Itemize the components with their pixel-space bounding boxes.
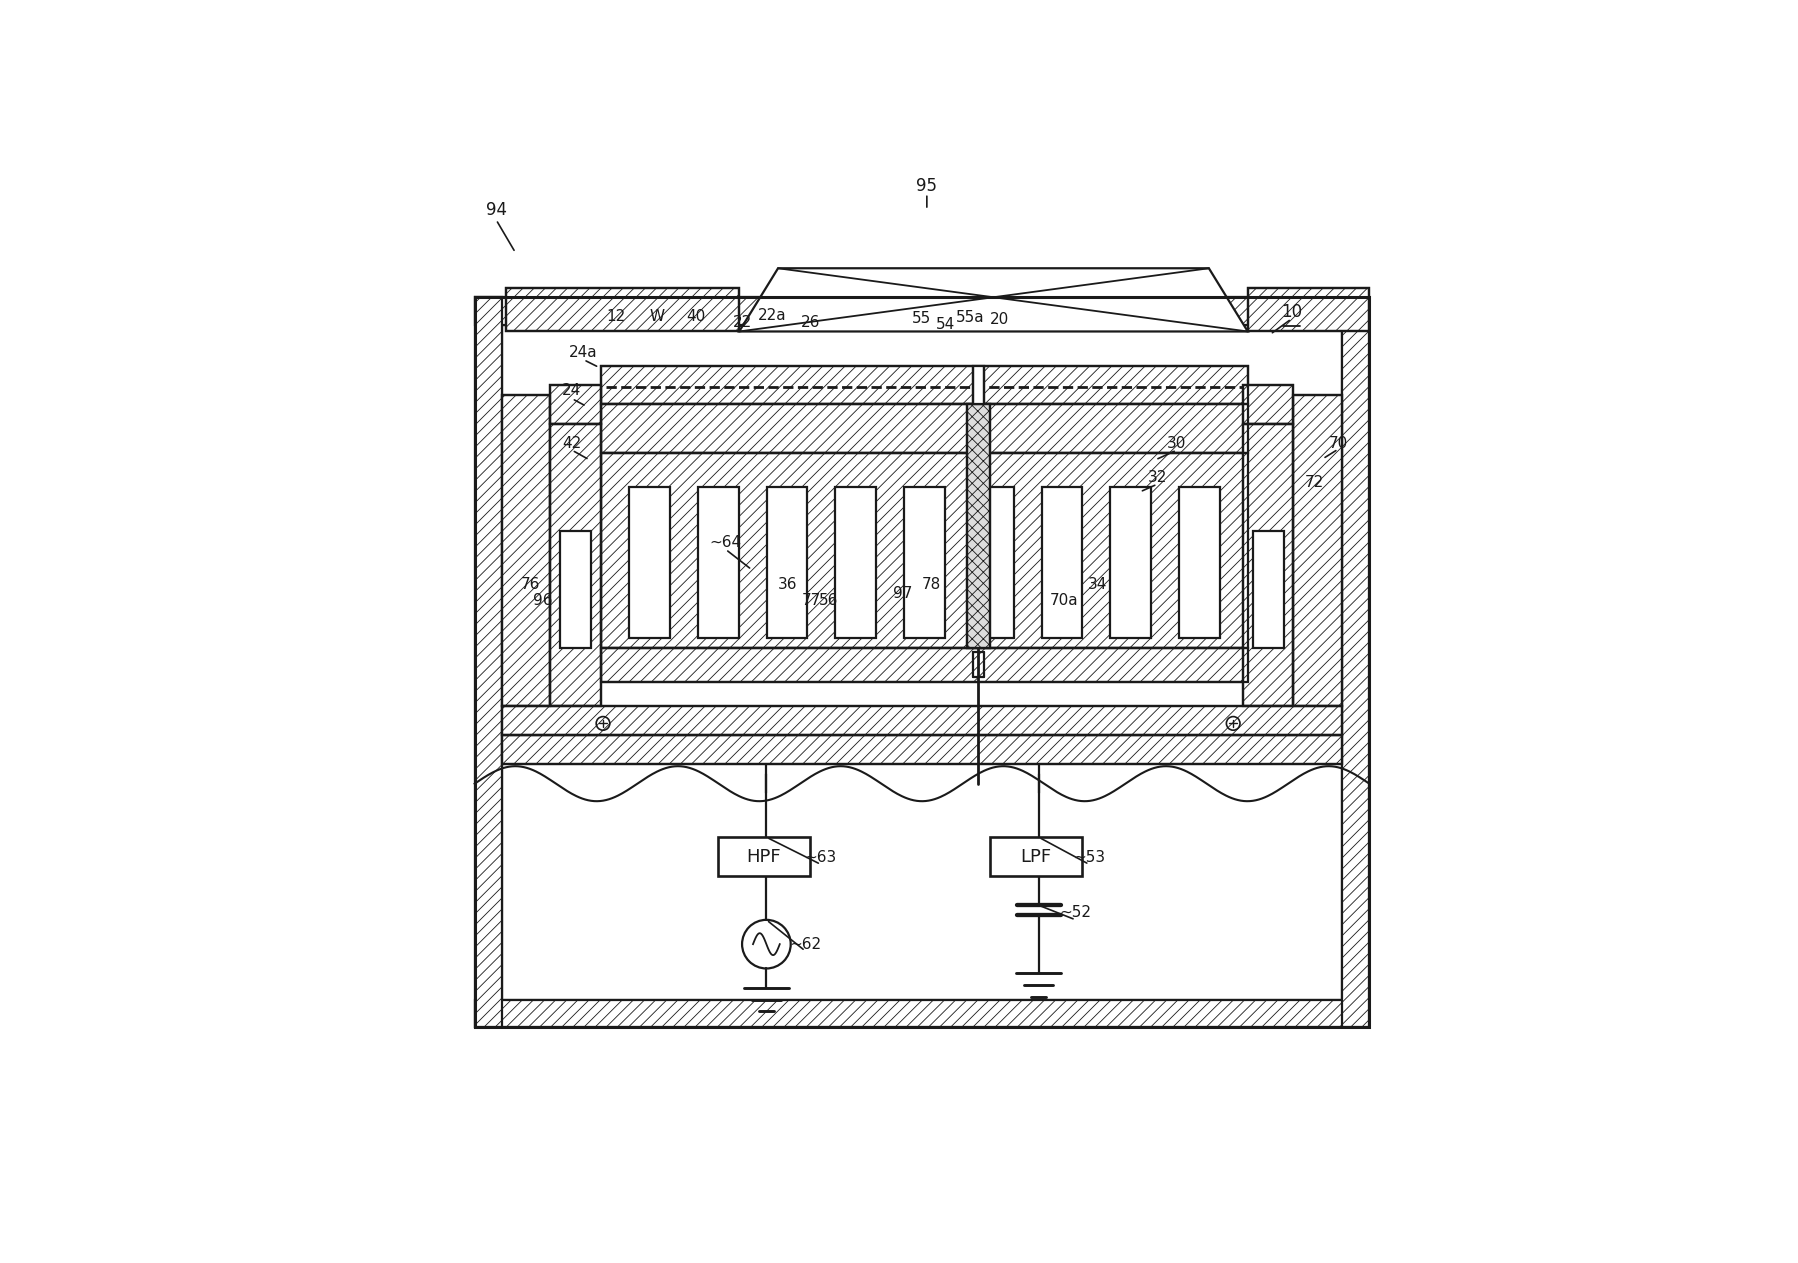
Bar [550, 385, 601, 424]
Text: 34: 34 [1086, 577, 1106, 592]
Text: 95: 95 [915, 177, 937, 195]
Text: 78: 78 [922, 577, 940, 592]
Bar [502, 706, 1341, 735]
Bar [1242, 424, 1293, 706]
Bar [1178, 488, 1219, 638]
Bar [973, 488, 1012, 638]
Text: 55a: 55a [957, 311, 984, 326]
Text: 77: 77 [802, 594, 820, 609]
Bar [502, 735, 1341, 764]
Bar [601, 453, 1248, 648]
Text: 20: 20 [989, 312, 1009, 327]
Bar [1248, 288, 1368, 331]
Text: 72: 72 [1304, 475, 1323, 490]
Bar [475, 298, 1368, 1027]
Text: 24a: 24a [568, 345, 597, 360]
Text: ~62: ~62 [789, 937, 822, 951]
Text: 70: 70 [1329, 436, 1347, 451]
Text: ~64: ~64 [708, 536, 741, 549]
Bar [550, 385, 601, 424]
Bar [904, 488, 944, 638]
Text: ~63: ~63 [804, 850, 836, 865]
Text: 10: 10 [1280, 303, 1302, 321]
Text: 40: 40 [685, 309, 705, 325]
Bar [629, 488, 669, 638]
Bar [1293, 394, 1341, 706]
Text: 22a: 22a [757, 308, 786, 323]
Bar [601, 648, 1248, 682]
Bar [1242, 385, 1293, 424]
Bar [1041, 488, 1082, 638]
Bar [1242, 385, 1293, 424]
Bar [601, 365, 1248, 404]
Text: 55: 55 [912, 312, 931, 326]
Text: 54: 54 [935, 317, 955, 332]
Bar [505, 288, 739, 331]
Bar [989, 837, 1082, 877]
Text: 12: 12 [606, 309, 626, 325]
Bar [1248, 288, 1368, 331]
Polygon shape [739, 268, 1248, 331]
Bar [1341, 298, 1368, 1027]
Text: 42: 42 [563, 436, 581, 451]
Bar [505, 288, 739, 331]
Text: 32: 32 [1147, 470, 1167, 485]
Text: 30: 30 [1167, 436, 1187, 451]
Bar [559, 530, 592, 648]
Text: 56: 56 [818, 594, 838, 609]
Bar [1251, 530, 1284, 648]
Bar [834, 488, 876, 638]
Bar [475, 298, 1368, 325]
Bar [601, 365, 1248, 404]
Text: ~52: ~52 [1059, 904, 1091, 919]
Bar [1242, 424, 1293, 706]
Bar [550, 424, 601, 706]
Bar [601, 648, 1248, 682]
Text: 36: 36 [777, 577, 797, 592]
Bar [973, 365, 984, 404]
Bar [550, 424, 601, 706]
Bar [502, 735, 1341, 764]
Text: 26: 26 [800, 316, 820, 330]
Text: W: W [649, 309, 665, 325]
Bar [502, 394, 550, 706]
Bar [502, 394, 550, 706]
Text: 94: 94 [485, 201, 507, 218]
Bar [502, 325, 1341, 999]
Text: HPF: HPF [746, 847, 780, 865]
Text: 76: 76 [520, 577, 539, 592]
Bar [601, 404, 1248, 453]
Bar [717, 837, 809, 877]
Bar [766, 488, 807, 638]
Bar [966, 404, 989, 648]
Bar [1293, 394, 1341, 706]
Text: 97: 97 [892, 586, 912, 601]
Text: 24: 24 [563, 383, 581, 398]
Text: 22: 22 [732, 316, 752, 330]
Text: ~53: ~53 [1073, 850, 1104, 865]
Text: LPF: LPF [1019, 847, 1052, 865]
Bar [1109, 488, 1151, 638]
Text: 96: 96 [532, 594, 552, 609]
Bar [475, 999, 1368, 1027]
Bar [601, 453, 1248, 648]
Text: 70a: 70a [1048, 594, 1077, 609]
Bar [475, 298, 502, 1027]
Bar [966, 404, 989, 648]
Bar [698, 488, 739, 638]
Bar [502, 706, 1341, 735]
Bar [601, 404, 1248, 453]
